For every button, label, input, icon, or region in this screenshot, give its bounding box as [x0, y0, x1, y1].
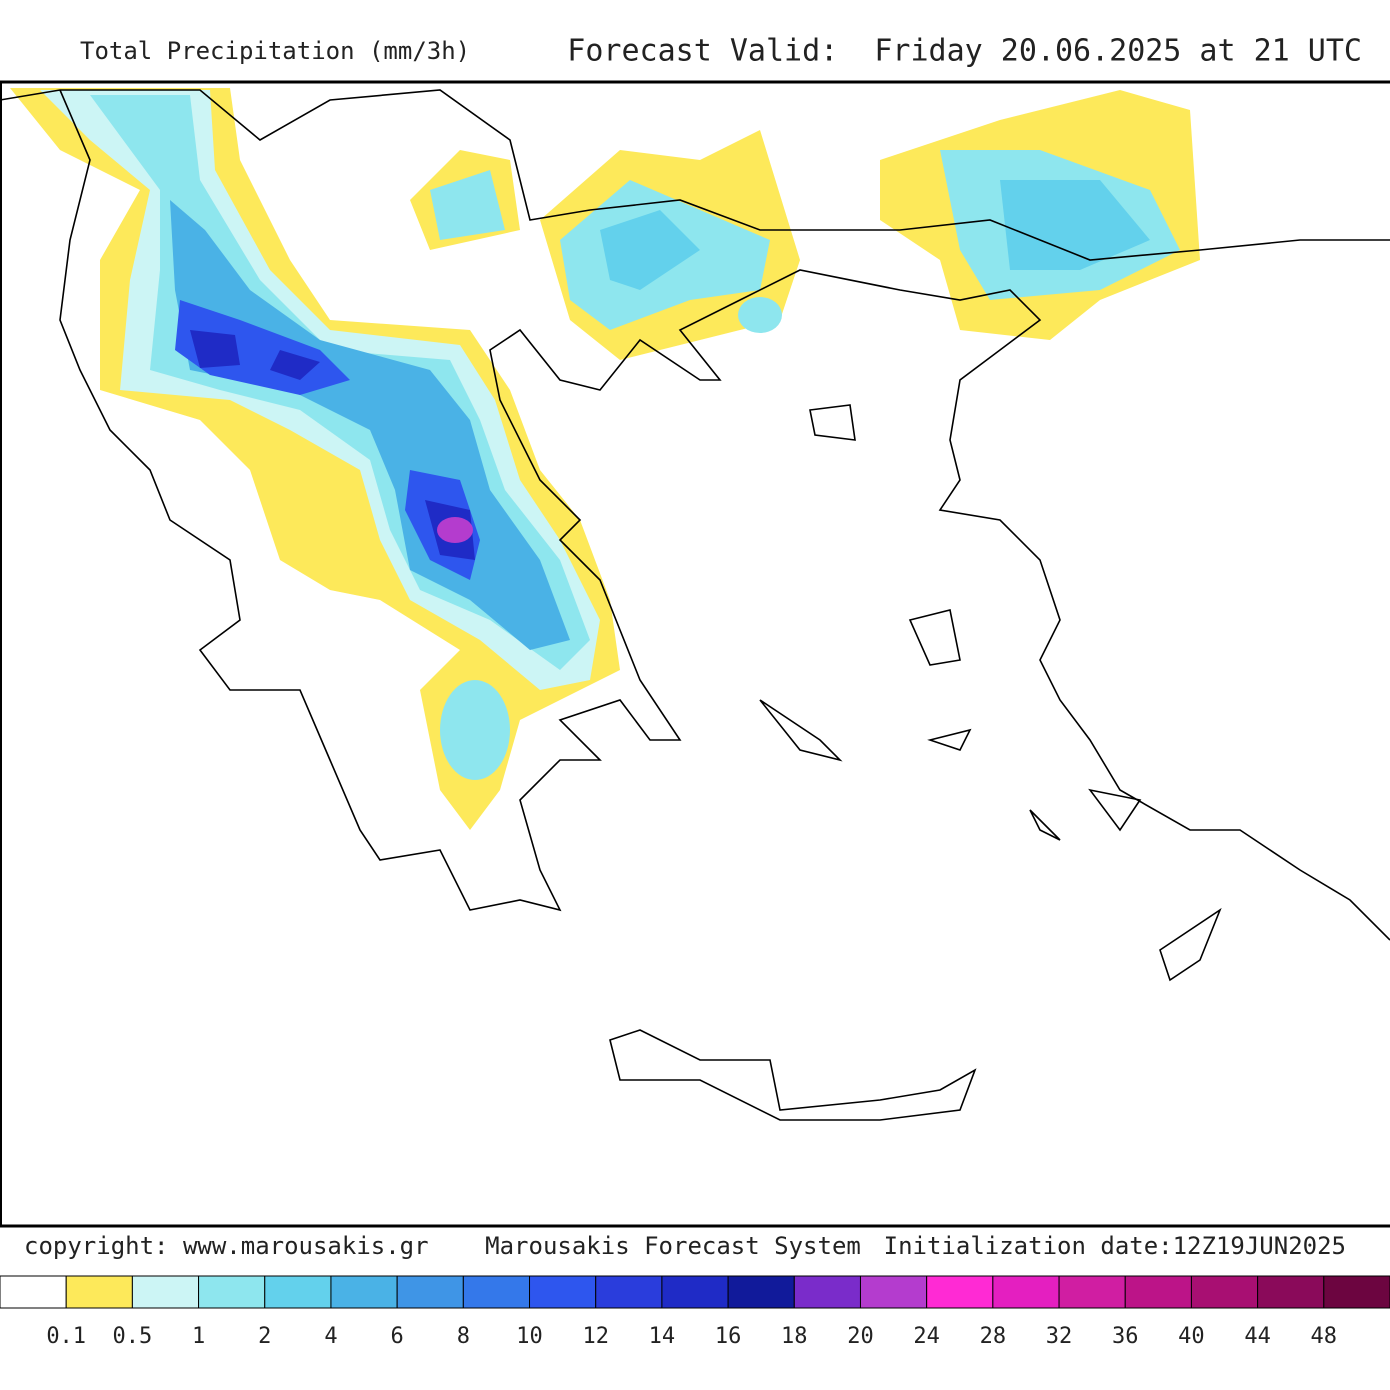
copyright: copyright: www.marousakis.gr — [24, 1232, 429, 1260]
legend-swatch — [264, 1275, 332, 1309]
legend-label: 32 — [1046, 1324, 1073, 1349]
legend-label: 1 — [192, 1324, 205, 1349]
legend-swatch — [65, 1275, 133, 1309]
legend-swatch — [1190, 1275, 1259, 1309]
legend-swatch — [1058, 1275, 1126, 1309]
legend-label: 2 — [258, 1324, 271, 1349]
precipitation-field — [10, 88, 1200, 830]
initialization: Initialization date:12Z19JUN2025 — [884, 1232, 1346, 1260]
legend-label: 4 — [324, 1324, 337, 1349]
legend-label: 10 — [516, 1324, 543, 1349]
legend-swatch — [1323, 1275, 1390, 1309]
legend-swatch — [595, 1275, 663, 1309]
legend-label: 16 — [715, 1324, 742, 1349]
legend-swatch — [0, 1275, 67, 1309]
legend-swatch — [793, 1275, 861, 1309]
legend-swatch — [462, 1275, 531, 1309]
legend-swatch — [529, 1275, 597, 1309]
coastlines — [0, 89, 1390, 1121]
legend-label: 0.5 — [113, 1324, 153, 1349]
legend-swatch — [131, 1275, 200, 1309]
legend-swatch — [330, 1275, 398, 1309]
legend-swatch — [992, 1275, 1060, 1309]
legend-label: 28 — [980, 1324, 1007, 1349]
legend-label: 44 — [1244, 1324, 1271, 1349]
legend-label: 0.1 — [46, 1324, 86, 1349]
system-name: Marousakis Forecast System — [485, 1232, 861, 1260]
legend-swatch — [859, 1275, 928, 1309]
legend-swatch — [1257, 1275, 1325, 1309]
map-title: Total Precipitation (mm/3h) — [80, 37, 470, 65]
legend-label: 6 — [391, 1324, 404, 1349]
legend-label: 40 — [1178, 1324, 1205, 1349]
legend-swatch — [396, 1275, 464, 1309]
legend-swatch — [727, 1275, 795, 1309]
legend-label: 18 — [781, 1324, 808, 1349]
legend-swatch — [1124, 1275, 1192, 1309]
legend-label: 48 — [1311, 1324, 1338, 1349]
legend: 0.1 0.5 1 2 4 6 8 10 12 14 16 18 20 24 28 32 36 40 44 48 — [0, 1275, 1390, 1349]
legend-label: 24 — [913, 1324, 940, 1349]
legend-label: 8 — [457, 1324, 470, 1349]
forecast-valid: Forecast Valid: Friday 20.06.2025 at 21 … — [567, 34, 1362, 69]
legend-swatch — [198, 1275, 266, 1309]
legend-label: 14 — [649, 1324, 676, 1349]
legend-label: 20 — [847, 1324, 874, 1349]
legend-label: 12 — [582, 1324, 609, 1349]
legend-label: 36 — [1112, 1324, 1139, 1349]
legend-swatch — [926, 1275, 994, 1309]
legend-swatch — [661, 1275, 729, 1309]
